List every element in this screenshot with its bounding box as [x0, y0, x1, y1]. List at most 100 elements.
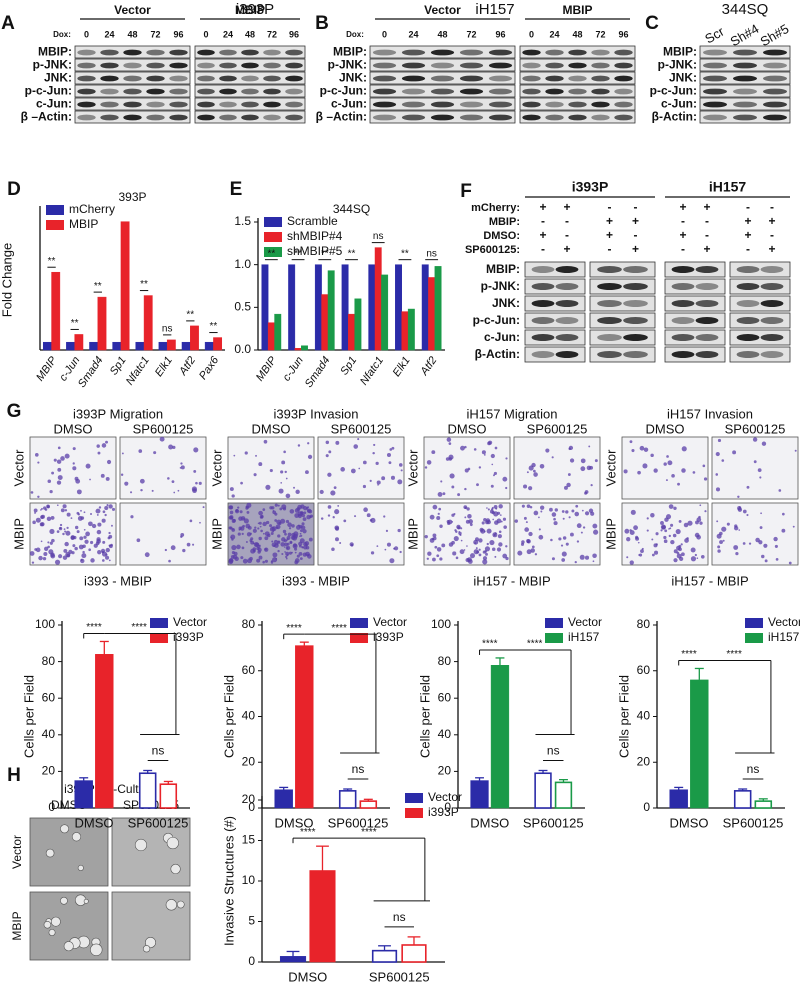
cell-stain	[294, 551, 297, 554]
blot-band	[695, 317, 719, 324]
micrograph	[621, 436, 709, 500]
cell-stain	[584, 511, 590, 516]
condition-sign: +	[744, 214, 751, 228]
cell-stain	[97, 451, 101, 455]
y-tick-label: 40	[242, 709, 256, 723]
significance: **	[94, 281, 102, 292]
blot-row	[519, 71, 636, 85]
row-label: MBIP	[603, 518, 618, 550]
cell-stain	[660, 521, 664, 525]
cell-stain	[495, 507, 498, 510]
cell-stain	[63, 528, 66, 531]
blot-band	[123, 88, 142, 95]
cell-stain	[580, 531, 583, 534]
cell-stain	[448, 454, 454, 460]
cell-stain	[629, 530, 635, 536]
cell-stain	[448, 442, 452, 445]
blot-band	[545, 75, 564, 82]
cell-stain	[258, 536, 262, 541]
row-label: JNK:	[492, 296, 520, 310]
bar	[669, 789, 688, 809]
cell-stain	[189, 519, 193, 523]
cell-stain	[449, 473, 455, 479]
group-label: iH157	[709, 179, 747, 195]
blot-band	[146, 75, 165, 82]
blot-row	[369, 58, 516, 72]
cell-stain	[566, 482, 571, 488]
cell-stain	[330, 490, 336, 496]
cell-stain	[138, 449, 143, 453]
condition-sign: +	[606, 228, 613, 242]
cell-stain	[168, 444, 174, 450]
blot-band	[531, 317, 555, 324]
cell-stain	[300, 504, 305, 509]
blot-band	[488, 75, 513, 82]
blot-band	[695, 266, 719, 273]
cell-stain	[451, 485, 455, 489]
significance: **	[140, 279, 148, 290]
blot-band	[614, 62, 633, 69]
blot-band	[671, 283, 695, 290]
cell-stain	[272, 510, 277, 515]
blot-band	[285, 75, 303, 82]
bar	[534, 772, 552, 809]
cell-stain	[74, 525, 79, 530]
cell-stain	[255, 454, 257, 457]
cell-stain	[681, 468, 686, 473]
lane-label: 48	[127, 29, 137, 39]
cell-stain	[702, 464, 706, 468]
cell-stain	[436, 515, 441, 520]
spheroid	[43, 920, 52, 929]
cell-stain	[40, 515, 44, 520]
condition-sign: -	[770, 228, 774, 242]
cell-stain	[463, 549, 466, 551]
condition-sign: -	[608, 242, 612, 256]
cell-stain	[483, 530, 486, 533]
cell-stain	[665, 479, 668, 482]
cell-stain	[469, 553, 476, 559]
cell-stain	[436, 554, 440, 558]
cell-stain	[107, 536, 111, 540]
cell-stain	[289, 540, 293, 544]
cell-stain	[457, 493, 461, 497]
cell-stain	[286, 542, 290, 546]
x-tick-label: SP600125	[369, 969, 430, 984]
blot-band	[614, 88, 633, 95]
blot-band	[401, 75, 426, 82]
cell-stain	[568, 445, 574, 450]
blot-band	[430, 75, 455, 82]
blot-band	[568, 101, 587, 108]
legend-swatch	[405, 808, 423, 818]
blot-band	[401, 101, 426, 108]
bar	[354, 298, 362, 351]
y-tick-label: 0.5	[234, 300, 251, 314]
cell-stain	[144, 552, 150, 558]
cell-stain	[299, 532, 302, 535]
lane-label: 24	[223, 29, 233, 39]
significance: ****	[286, 623, 302, 634]
cell-stain	[228, 559, 234, 565]
blot-band	[614, 101, 633, 108]
cell-stain	[335, 440, 340, 445]
condition-label: mCherry:	[471, 202, 520, 214]
cell-stain	[291, 524, 295, 528]
cell-stain	[531, 462, 536, 468]
cell-stain	[173, 491, 176, 494]
blot-band	[531, 300, 555, 307]
legend-label: Vector	[768, 615, 800, 629]
cell-stain	[673, 558, 678, 563]
cell-stain	[283, 546, 286, 548]
cell-stain	[366, 513, 371, 518]
cell-stain	[490, 453, 495, 459]
panel-letter: D	[7, 179, 21, 200]
cell-stain	[269, 524, 273, 528]
cell-stain	[369, 519, 373, 522]
cell-stain	[308, 537, 313, 542]
y-tick-label: 0	[248, 800, 255, 814]
cell-stain	[285, 551, 290, 556]
cell-stain	[49, 528, 55, 535]
blot-band	[763, 75, 787, 82]
cell-stain	[258, 510, 263, 516]
cell-stain	[50, 516, 55, 520]
cell-stain	[381, 476, 386, 481]
